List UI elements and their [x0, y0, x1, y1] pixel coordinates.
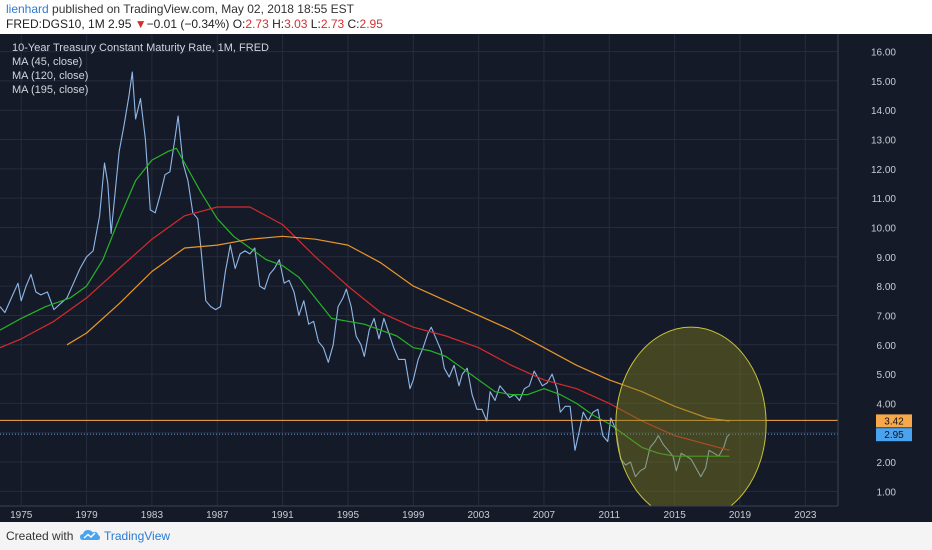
y-tick-label: 16.00 — [871, 48, 896, 59]
open-value: 2.73 — [245, 17, 269, 31]
tradingview-link[interactable]: TradingView — [104, 529, 171, 543]
y-tick-label: 10.00 — [871, 223, 896, 234]
x-tick-label: 1999 — [402, 510, 425, 521]
low-label: L: — [310, 17, 321, 31]
x-tick-label: 2015 — [664, 510, 687, 521]
x-tick-label: 1987 — [206, 510, 229, 521]
high-label: H: — [272, 17, 285, 31]
horizontal-lines — [0, 419, 838, 435]
y-tick-label: 12.00 — [871, 165, 896, 176]
chart[interactable]: 1.002.003.004.005.006.007.008.009.0010.0… — [0, 34, 932, 522]
price-label-text: 2.95 — [884, 430, 904, 441]
x-tick-label: 2019 — [729, 510, 752, 521]
change-arrow-icon: ▼ — [134, 17, 147, 31]
price-label-box — [876, 428, 912, 442]
close-value: 2.95 — [359, 17, 383, 31]
legend-ma120: MA (120, close) — [12, 70, 88, 82]
x-tick-label: 2003 — [467, 510, 490, 521]
legend-ma195: MA (195, close) — [12, 84, 88, 96]
last-price: 2.95 — [108, 17, 132, 31]
series-layer — [0, 71, 730, 478]
y-tick-label: 15.00 — [871, 77, 896, 88]
y-tick-label: 1.00 — [877, 487, 897, 498]
series-ma120 — [0, 206, 730, 451]
annotation-layer — [615, 326, 767, 522]
x-axis-ticks: 1975 1979 1983 1987 1991 1995 1999 2003 2007 2011… — [10, 510, 817, 521]
created-with-text: Created with — [6, 529, 74, 543]
x-tick-label: 1991 — [271, 510, 294, 521]
y-tick-label: 4.00 — [877, 399, 897, 410]
x-tick-label: 1975 — [10, 510, 33, 521]
published-text: published on TradingView.com, May 02, 20… — [48, 2, 355, 16]
x-tick-label: 2011 — [599, 510, 621, 521]
symbol-line: FRED:DGS10, 1M 2.95 ▼−0.01 (−0.34%) O:2.… — [6, 17, 383, 31]
y-tick-label: 9.00 — [877, 253, 897, 264]
series-ma195 — [66, 235, 730, 422]
x-axis-panel — [0, 506, 932, 522]
change-value: −0.01 (−0.34%) — [146, 17, 230, 31]
series-ma45 — [0, 147, 730, 457]
x-tick-label: 1983 — [141, 510, 164, 521]
publish-line: lienhard published on TradingView.com, M… — [6, 2, 354, 16]
x-tick-label: 1995 — [337, 510, 360, 521]
y-tick-label: 13.00 — [871, 136, 896, 147]
legend-ma45: MA (45, close) — [12, 56, 82, 68]
tradingview-cloud-icon — [80, 530, 100, 540]
y-tick-label: 5.00 — [877, 370, 897, 381]
footer: Created with TradingView — [0, 522, 932, 550]
y-tick-label: 7.00 — [877, 311, 897, 322]
highlight-ellipse — [615, 326, 767, 522]
y-tick-label: 2.00 — [877, 458, 897, 469]
price-label-box — [876, 414, 912, 428]
price-label-text: 3.42 — [884, 416, 904, 427]
x-tick-label: 2007 — [533, 510, 556, 521]
grid — [0, 34, 838, 506]
y-tick-label: 11.00 — [872, 194, 897, 205]
y-tick-label: 14.00 — [871, 106, 896, 117]
symbol-label: FRED:DGS10, 1M — [6, 17, 105, 31]
low-value: 2.73 — [320, 17, 345, 31]
x-tick-label: 1979 — [75, 510, 98, 521]
y-tick-label: 8.00 — [877, 282, 897, 293]
author-link[interactable]: lienhard — [6, 2, 49, 16]
chart-title: 10-Year Treasury Constant Maturity Rate,… — [12, 42, 269, 54]
plot-background — [0, 34, 932, 522]
y-tick-label: 6.00 — [877, 341, 897, 352]
high-value: 3.03 — [284, 17, 308, 31]
y-axis-ticks: 1.002.003.004.005.006.007.008.009.0010.0… — [871, 48, 896, 499]
x-tick-label: 2023 — [794, 510, 817, 521]
close-label: C: — [347, 17, 360, 31]
header: lienhard published on TradingView.com, M… — [0, 0, 932, 34]
open-label: O: — [232, 17, 246, 31]
price-labels: 3.42 2.95 — [876, 414, 912, 442]
